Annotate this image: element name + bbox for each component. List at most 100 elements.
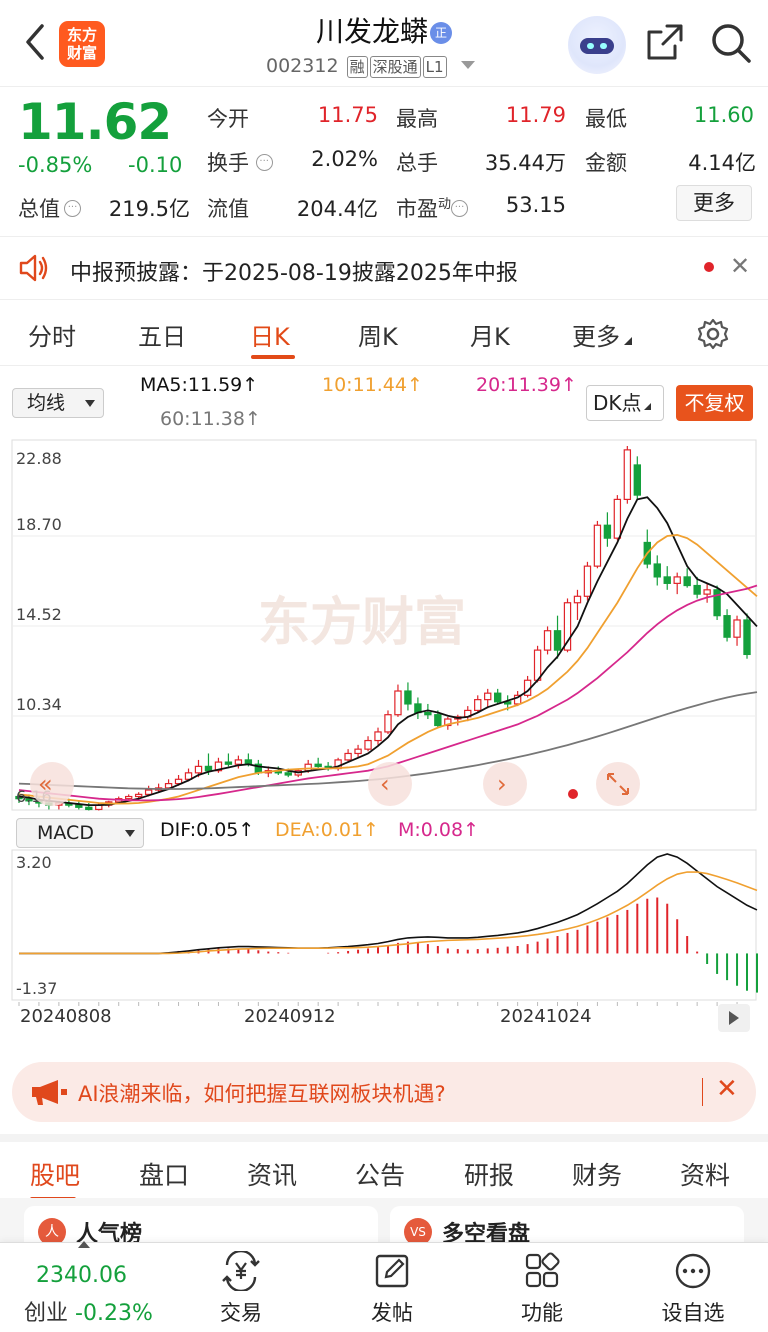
price-panel-frame <box>11 439 757 811</box>
tab-research[interactable]: 研报 <box>464 1161 515 1190</box>
candle-body <box>374 731 382 742</box>
candle-body <box>164 783 173 789</box>
scroll-right-button[interactable] <box>718 1004 750 1032</box>
tab-more[interactable]: 更多 <box>572 317 632 352</box>
tab-monthly-k[interactable]: 月K <box>470 323 510 351</box>
open-label: 今开 <box>207 107 249 131</box>
tab-financials[interactable]: 财务 <box>572 1161 623 1190</box>
candle-body <box>673 576 681 584</box>
gear-icon[interactable] <box>697 318 729 354</box>
high-value: 11.79 <box>505 103 566 127</box>
share-icon[interactable] <box>645 22 685 62</box>
candle-body <box>234 759 243 765</box>
candle-body <box>284 772 292 776</box>
turnover-label[interactable]: 换手 ··· <box>207 147 273 177</box>
ai-assistant-icon[interactable] <box>568 16 626 74</box>
ma-select[interactable]: 均线 <box>12 388 104 418</box>
amount-value: 4.14亿 <box>688 151 756 175</box>
mktcap-label[interactable]: 总值 ··· <box>18 193 81 223</box>
pe-value: 53.15 <box>505 193 566 217</box>
candle-body <box>124 795 133 800</box>
grid <box>12 535 756 1006</box>
candle-body <box>364 739 372 750</box>
nav-label: 设自选 <box>661 1301 725 1325</box>
ma10-label: 10:11.44↑ <box>322 374 423 396</box>
candle-body <box>553 630 562 651</box>
candle-body <box>434 714 442 727</box>
tab-forum[interactable]: 股吧 <box>30 1161 81 1190</box>
corner-triangle-icon <box>624 337 632 345</box>
candle-body <box>703 589 711 595</box>
nav-trade[interactable]: 交易 <box>186 1243 296 1332</box>
nav-add-watchlist[interactable]: 设自选 <box>638 1243 748 1332</box>
candle-body <box>613 498 622 539</box>
tab-daily-k[interactable]: 日K <box>250 323 290 351</box>
nav-post[interactable]: 发帖 <box>337 1243 447 1332</box>
dropdown-icon <box>85 400 95 407</box>
index-value[interactable]: 2340.06 <box>36 1263 127 1288</box>
candle-body <box>713 589 721 617</box>
macd-tick-label: 3.20 <box>16 853 52 872</box>
play-icon <box>729 1011 739 1025</box>
search-icon[interactable] <box>710 22 752 64</box>
chevron-left-icon: ‹ <box>380 770 390 798</box>
stock-code-row[interactable]: 002312 融深股通 L1 <box>266 55 475 78</box>
amount-label: 金额 <box>585 151 627 175</box>
tab-orderbook[interactable]: 盘口 <box>139 1161 190 1190</box>
card-title: 人气榜 <box>76 1222 143 1242</box>
nav-label: 功能 <box>521 1301 563 1325</box>
tab-profile[interactable]: 资料 <box>680 1161 731 1190</box>
candle-body <box>484 692 492 701</box>
chart-nav-overlay: « ‹ › <box>30 762 640 806</box>
tab-five-day[interactable]: 五日 <box>138 323 186 351</box>
y-tick-label: 22.88 <box>16 449 62 468</box>
nav-label: 交易 <box>220 1301 262 1325</box>
volume-label: 总手 <box>396 151 438 175</box>
close-icon[interactable]: ✕ <box>730 252 751 280</box>
stock-title: 川发龙蟒正 <box>220 10 548 50</box>
pe-label[interactable]: 市盈动 ··· <box>396 193 469 223</box>
indicator-select[interactable]: MACD <box>16 818 144 848</box>
candle-body <box>633 464 642 496</box>
caret-up-icon[interactable] <box>78 1241 90 1248</box>
nav-functions[interactable]: 功能 <box>487 1243 597 1332</box>
tab-weekly-k[interactable]: 周K <box>358 323 398 351</box>
marker-dot <box>568 789 578 799</box>
popularity-card[interactable]: 人 人气榜 <box>24 1206 378 1242</box>
period-tabs: 分时 五日 日K 周K 月K 更多 <box>0 300 768 366</box>
level-tag: L1 <box>422 56 447 78</box>
macd-lines <box>18 853 758 955</box>
candle-body <box>723 615 731 638</box>
tab-announcements[interactable]: 公告 <box>355 1161 406 1190</box>
candle-body <box>503 701 512 705</box>
notice-bar[interactable]: 中报预披露：于2025-08-19披露2025年中报 <box>0 236 768 300</box>
long-short-card[interactable]: VS 多空看盘 <box>390 1206 744 1242</box>
candle-body <box>144 789 153 795</box>
dropdown-icon <box>125 830 135 837</box>
tab-intraday[interactable]: 分时 <box>28 323 76 351</box>
index-row[interactable]: 创业 -0.23% <box>24 1295 153 1327</box>
ma5-label: MA5:11.59↑ <box>140 374 259 396</box>
candle-body <box>314 763 322 767</box>
more-button[interactable]: 更多 <box>676 185 752 221</box>
close-icon[interactable]: ✕ <box>716 1074 738 1104</box>
candle-body <box>563 602 572 651</box>
ad-banner[interactable]: AI浪潮来临，如何把握互联网板块机遇? ✕ <box>12 1062 756 1122</box>
app-logo[interactable]: 东方财富 <box>59 21 105 67</box>
info-tabs: 股吧 盘口 资讯 公告 研报 财务 资料 <box>0 1134 768 1202</box>
dk-point-select[interactable]: DK点 <box>586 385 664 421</box>
bottom-bar: 2340.06 创业 -0.23% 交易 发帖 功能 设自选 <box>0 1241 768 1332</box>
adjustment-button[interactable]: 不复权 <box>676 385 753 421</box>
stock-code: 002312 <box>266 55 339 77</box>
yuan-exchange-icon <box>222 1249 260 1293</box>
chevron-left-icon[interactable] <box>20 22 54 66</box>
x-tick-label: 20240912 <box>244 1006 336 1027</box>
quote-panel: 11.62 -0.85% -0.10 今开 11.75 最高 11.79 最低 … <box>0 86 768 236</box>
header: 东方财富 川发龙蟒正 002312 融深股通 L1 <box>0 0 768 86</box>
jump-start-button <box>30 762 74 806</box>
candle-body <box>304 763 312 772</box>
tab-news[interactable]: 资讯 <box>247 1161 298 1190</box>
candle-body <box>653 563 661 578</box>
candle-body <box>733 619 741 638</box>
